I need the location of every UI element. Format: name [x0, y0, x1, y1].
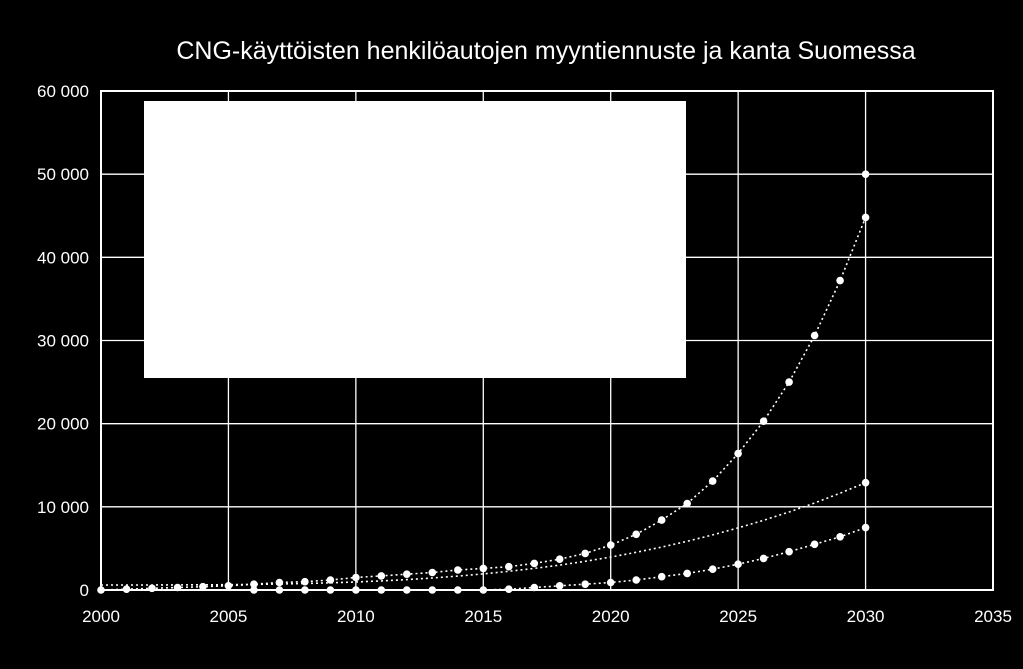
data-point	[810, 331, 819, 340]
y-tick-label: 10 000	[37, 498, 89, 517]
data-point	[861, 170, 870, 178]
x-tick-label: 2035	[974, 607, 1012, 626]
x-tick-label: 2030	[847, 607, 885, 626]
data-point	[326, 576, 335, 584]
data-point	[861, 523, 870, 532]
y-tick-label: 30 000	[37, 332, 89, 351]
data-point	[555, 582, 564, 590]
data-point	[581, 549, 589, 558]
data-point	[606, 578, 615, 587]
data-point	[708, 565, 717, 573]
data-point	[224, 582, 233, 590]
data-point	[352, 573, 360, 582]
data-point	[530, 559, 539, 568]
data-point	[632, 530, 640, 539]
data-point	[708, 477, 717, 485]
x-tick-label: 2025	[719, 607, 757, 626]
x-tick-labels: 2000 2005 2010 2015 2020 2025 2030 2035	[82, 607, 1012, 626]
y-tick-label: 0	[80, 581, 89, 600]
y-tick-label: 60 000	[37, 82, 89, 101]
data-point	[683, 499, 691, 508]
data-point	[454, 566, 462, 574]
x-tick-label: 2015	[464, 607, 502, 626]
data-point	[810, 540, 819, 549]
data-point	[581, 580, 589, 588]
y-tick-label: 50 000	[37, 165, 89, 184]
y-tick-label: 40 000	[37, 248, 89, 267]
y-tick-labels: 0 10 000 20 000 30 000 40 000 50 000 60 000	[37, 82, 89, 600]
data-point	[861, 213, 870, 222]
data-point	[785, 378, 793, 386]
data-point	[377, 572, 386, 580]
data-point	[632, 576, 640, 584]
data-point	[403, 570, 411, 578]
data-point	[505, 562, 513, 571]
data-point	[836, 276, 844, 285]
data-point	[683, 569, 691, 578]
data-point	[606, 541, 615, 549]
trendline-3	[101, 481, 866, 586]
data-point	[301, 577, 309, 586]
data-point	[250, 580, 258, 588]
data-point	[836, 533, 844, 541]
data-point	[657, 572, 666, 581]
data-point	[479, 564, 488, 573]
data-point	[555, 555, 564, 563]
data-point	[861, 478, 870, 487]
x-tick-label: 2005	[210, 607, 248, 626]
data-point	[428, 568, 437, 577]
x-tick-label: 2010	[337, 607, 375, 626]
y-tick-label: 20 000	[37, 415, 89, 434]
data-point	[734, 449, 742, 458]
data-point	[759, 417, 768, 426]
data-point	[759, 554, 768, 563]
legend-box	[144, 101, 686, 378]
x-tick-label: 2020	[592, 607, 630, 626]
data-point	[785, 547, 793, 556]
plot-frame	[100, 90, 994, 591]
data-point	[734, 560, 742, 568]
chart-title: CNG-käyttöisten henkilöautojen myyntienn…	[176, 37, 915, 65]
data-point	[199, 582, 207, 591]
data-point	[657, 516, 666, 524]
data-point	[275, 578, 284, 587]
x-tick-label: 2000	[82, 607, 120, 626]
